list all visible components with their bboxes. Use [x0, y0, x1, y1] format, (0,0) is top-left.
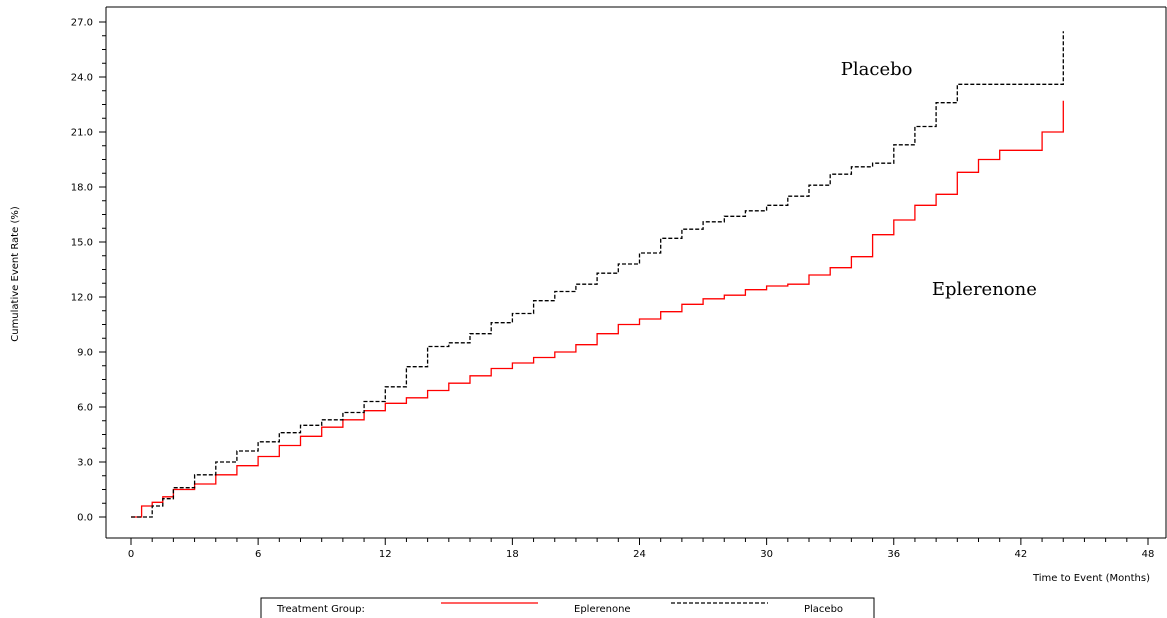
legend: Treatment Group: Eplerenone Placebo	[260, 597, 875, 618]
x-tick-label: 6	[255, 549, 261, 560]
legend-title: Treatment Group:	[276, 604, 365, 615]
annotation-eplerenone: Eplerenone	[932, 279, 1037, 300]
x-tick-label: 24	[633, 549, 646, 560]
plot-frame	[105, 6, 1167, 539]
y-tick-label: 6.0	[77, 403, 93, 414]
y-tick-label: 18.0	[71, 183, 93, 194]
y-tick-label: 12.0	[71, 293, 93, 304]
y-tick-label: 21.0	[71, 128, 93, 139]
x-tick-label: 30	[760, 549, 773, 560]
series-layer	[131, 31, 1064, 518]
y-tick-label: 0.0	[77, 513, 93, 524]
x-tick-label: 42	[1015, 549, 1028, 560]
annotation-placebo: Placebo	[841, 59, 913, 80]
y-tick-label: 3.0	[77, 458, 93, 469]
x-tick-label: 36	[887, 549, 900, 560]
x-tick-label: 18	[506, 549, 519, 560]
series-line-placebo	[131, 31, 1064, 518]
series-line-eplerenone	[131, 100, 1064, 518]
x-tick-label: 48	[1142, 549, 1155, 560]
y-tick-label: 9.0	[77, 348, 93, 359]
y-tick-label: 15.0	[71, 238, 93, 249]
y-tick-label: 27.0	[71, 18, 93, 29]
x-tick-label: 12	[379, 549, 392, 560]
y-tick-label: 24.0	[71, 73, 93, 84]
legend-label-placebo: Placebo	[804, 604, 843, 615]
x-ticks: 0 6 12 18 24 30 36 42 48	[128, 538, 1155, 560]
x-axis-title: Time to Event (Months)	[1032, 573, 1150, 584]
legend-label-eplerenone: Eplerenone	[574, 604, 631, 615]
x-tick-label: 0	[128, 549, 134, 560]
y-ticks: 0.0 3.0 6.0 9.0 12.0 15.0 18.0 21.0 24.0 27.0	[71, 18, 106, 524]
y-axis-title: Cumulative Event Rate (%)	[10, 206, 21, 342]
